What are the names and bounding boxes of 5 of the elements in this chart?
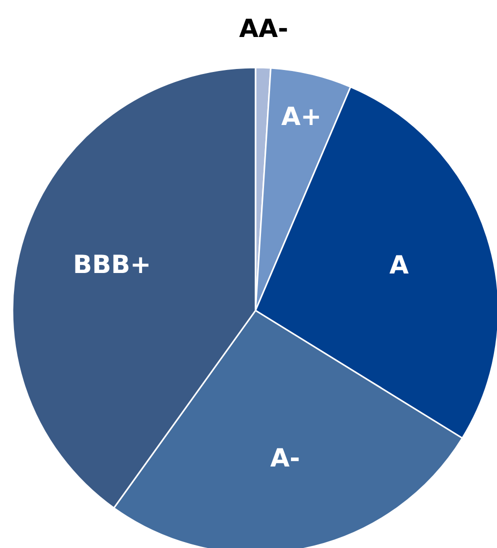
slice-label: AA-	[239, 14, 288, 44]
slice-label: A-	[270, 444, 300, 473]
slice-label: BBB+	[73, 250, 152, 279]
slice-label: A+	[281, 102, 322, 132]
slice-label: A	[389, 250, 410, 280]
